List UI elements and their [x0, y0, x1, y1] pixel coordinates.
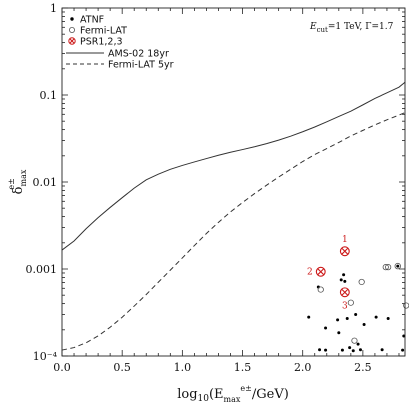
fermi-lat-point	[351, 337, 358, 344]
atnf-point	[339, 278, 343, 282]
atnf-point	[374, 315, 378, 319]
atnf-point	[337, 331, 341, 335]
psr-label: 1	[342, 235, 348, 245]
atnf-point	[401, 348, 405, 352]
fermi-lat-point	[317, 286, 324, 293]
atnf-point	[343, 279, 347, 283]
atnf-point	[336, 318, 340, 322]
legend-psr-marker	[68, 37, 76, 45]
psr-point-circle	[315, 266, 326, 277]
atnf-point	[324, 326, 328, 330]
atnf-point	[358, 348, 362, 352]
x-tick-label: 0.0	[53, 361, 71, 374]
atnf-point	[354, 312, 358, 316]
plot-frame	[61, 7, 406, 357]
x-tick-label: 0.5	[113, 361, 131, 374]
atnf-point	[340, 348, 344, 352]
y-tick-label: 1	[50, 2, 57, 15]
y-tick-label: 0.01	[33, 176, 58, 189]
legend-ams-label: AMS-02 18yr	[108, 49, 169, 60]
axis-ticks	[61, 7, 405, 357]
legend-fermi5yr-label: Fermi-LAT 5yr	[108, 60, 174, 71]
atnf-point	[345, 316, 349, 320]
psr-point-cross	[341, 247, 349, 255]
atnf-point	[356, 342, 360, 346]
psr-label: 2	[307, 268, 313, 278]
fermi-lat-point	[347, 299, 354, 306]
legend-atnf-marker	[70, 17, 74, 21]
legend-atnf-label: ATNF	[80, 15, 104, 26]
atnf-point	[318, 348, 322, 352]
ams-02-18yr-line	[61, 81, 406, 251]
x-tick-label: 1.5	[234, 361, 252, 374]
atnf-point	[316, 285, 320, 289]
atnf-point	[351, 349, 355, 353]
y-axis-label: δmaxe±	[7, 169, 28, 194]
psr-label: 3	[342, 301, 348, 311]
y-tick-label: 0.001	[26, 263, 58, 276]
tick-labels: 0.0 0.5 1.0 1.5 2.0 2.5 10⁻⁴ 0.001 0.01 0.1 1	[26, 2, 372, 374]
parameter-annotation: Ecut=1 TeV, Γ=1.7	[309, 22, 394, 34]
x-tick-label: 2.5	[354, 361, 372, 374]
fermi-lat-point	[403, 302, 409, 309]
psr-point-circle	[339, 246, 350, 257]
atnf-point	[380, 348, 384, 352]
y-tick-label: 0.1	[40, 89, 58, 102]
x-tick-label: 2.0	[294, 361, 312, 374]
atnf-point	[342, 273, 346, 277]
series-layer: 1 2 3	[61, 81, 409, 353]
atnf-point	[402, 334, 406, 338]
x-axis-label: log10(Emaxe±/GeV)	[177, 384, 289, 404]
fermi-lat-point	[385, 264, 392, 271]
legend-psr-label: PSR1,2,3	[80, 37, 123, 48]
atnf-point	[348, 346, 352, 350]
psr-point	[339, 246, 350, 257]
psr-point-cross	[341, 288, 349, 296]
atnf-point	[386, 316, 390, 320]
legend-fermi-label: Fermi-LAT	[80, 26, 127, 37]
psr-point	[339, 287, 350, 298]
atnf-point	[307, 315, 311, 319]
legend-fermi-marker	[69, 26, 76, 33]
x-tick-label: 1.0	[174, 361, 192, 374]
legend: ATNF Fermi-LAT PSR1,2,3 AMS-02 18yr Ferm…	[66, 15, 174, 71]
psr-point	[315, 266, 326, 277]
fermi-lat-point	[358, 278, 365, 286]
atnf-point	[362, 323, 366, 327]
fermi-lat-5yr-line	[61, 112, 406, 351]
fermi-lat-point	[394, 262, 401, 270]
atnf-point	[324, 348, 328, 352]
y-tick-label: 10⁻⁴	[33, 350, 58, 363]
fermi-lat-point	[382, 264, 389, 271]
psr-point-cross	[317, 268, 325, 276]
psr-point-circle	[339, 287, 350, 298]
atnf-point	[396, 264, 400, 268]
